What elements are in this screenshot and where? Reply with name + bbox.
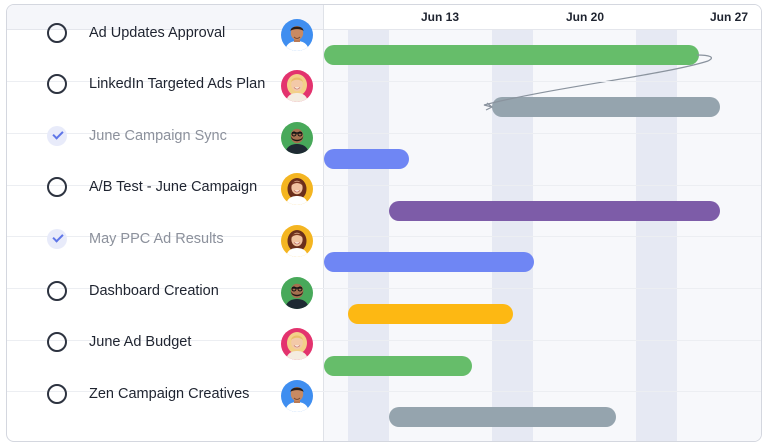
task-name[interactable]: June Ad Budget: [89, 334, 192, 350]
task-bar[interactable]: [324, 45, 699, 65]
avatar-yellow-woman[interactable]: [281, 173, 313, 205]
completed-checkbox-icon[interactable]: [47, 229, 67, 249]
week-label: Jun 27: [709, 10, 749, 24]
task-checkbox[interactable]: [47, 384, 67, 404]
task-name[interactable]: May PPC Ad Results: [89, 231, 224, 247]
completed-checkbox-icon[interactable]: [47, 126, 67, 146]
avatar-green-bearded-man[interactable]: [281, 122, 313, 154]
week-label: Jun 13: [420, 10, 460, 24]
task-row[interactable]: A/B Test - June Campaign: [7, 163, 323, 215]
task-row[interactable]: LinkedIn Targeted Ads Plan: [7, 60, 323, 112]
row-separator: [7, 81, 761, 82]
task-row[interactable]: June Campaign Sync: [7, 112, 323, 164]
row-separator: [7, 288, 761, 289]
avatar-blue-man[interactable]: [281, 380, 313, 412]
task-bar[interactable]: [389, 407, 616, 427]
row-separator: [7, 185, 761, 186]
task-name[interactable]: June Campaign Sync: [89, 128, 227, 144]
task-bar[interactable]: [324, 149, 409, 169]
timeline-pane: Jun 13 Jun 20 Jun 27: [324, 5, 761, 441]
task-name[interactable]: LinkedIn Targeted Ads Plan: [89, 76, 266, 92]
task-row[interactable]: Ad Updates Approval: [7, 9, 323, 61]
task-name[interactable]: Zen Campaign Creatives: [89, 386, 250, 402]
row-separator: [7, 133, 761, 134]
task-checkbox[interactable]: [47, 332, 67, 352]
task-name[interactable]: Dashboard Creation: [89, 283, 219, 299]
row-separator: [7, 236, 761, 237]
avatar-blue-man[interactable]: [281, 19, 313, 51]
task-row[interactable]: June Ad Budget: [7, 318, 323, 370]
task-name[interactable]: A/B Test - June Campaign: [89, 179, 258, 195]
task-bar[interactable]: [389, 201, 720, 221]
avatar-green-bearded-man[interactable]: [281, 277, 313, 309]
task-row[interactable]: Zen Campaign Creatives: [7, 370, 323, 422]
timeline-header: Jun 13 Jun 20 Jun 27: [324, 5, 761, 30]
task-row[interactable]: May PPC Ad Results: [7, 215, 323, 267]
week-label: Jun 20: [565, 10, 605, 24]
avatar-pink-woman[interactable]: [281, 328, 313, 360]
task-bar[interactable]: [348, 304, 513, 324]
avatar-pink-woman[interactable]: [281, 70, 313, 102]
task-checkbox[interactable]: [47, 74, 67, 94]
task-checkbox[interactable]: [47, 281, 67, 301]
task-bar[interactable]: [324, 252, 534, 272]
task-checkbox[interactable]: [47, 177, 67, 197]
task-bar[interactable]: [492, 97, 720, 117]
task-row[interactable]: Dashboard Creation: [7, 267, 323, 319]
task-bar[interactable]: [324, 356, 472, 376]
avatar-yellow-woman[interactable]: [281, 225, 313, 257]
row-separator: [7, 391, 761, 392]
row-separator: [7, 340, 761, 341]
task-checkbox[interactable]: [47, 23, 67, 43]
gantt-chart: Jun 13 Jun 20 Jun 27 Ad Updates Approval…: [6, 4, 762, 442]
task-name[interactable]: Ad Updates Approval: [89, 25, 226, 41]
pane-divider[interactable]: [323, 5, 324, 441]
